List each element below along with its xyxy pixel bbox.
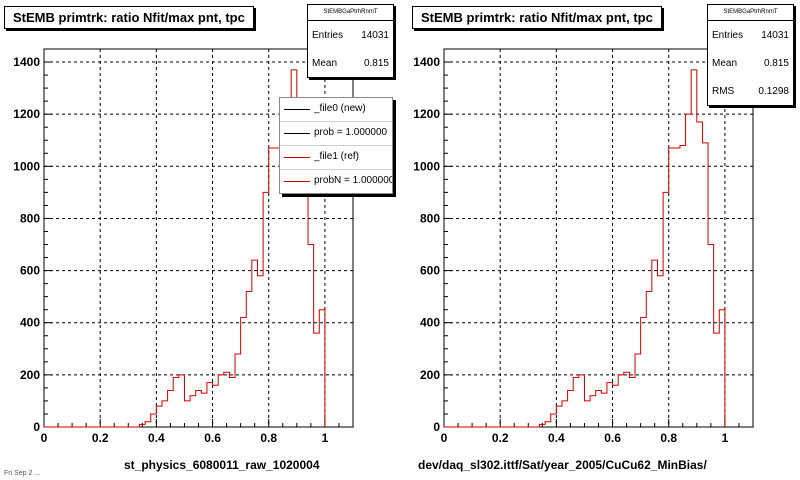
y-tick-label: 1400 bbox=[13, 55, 40, 69]
stats-row-mean: Mean 0.815 bbox=[308, 49, 393, 77]
stats-label: Mean bbox=[312, 57, 338, 69]
y-tick-label: 400 bbox=[20, 316, 40, 330]
y-tick-label: 0 bbox=[433, 420, 440, 434]
chart-title: StEMB primtrk: ratio Nfit/max pnt, tpc bbox=[412, 6, 662, 29]
legend-line-icon bbox=[284, 181, 310, 182]
footer-text: Fri Sep 2 ... bbox=[4, 470, 41, 477]
stats-value: 0.815 bbox=[763, 57, 789, 69]
legend-label: _file0 (new) bbox=[314, 103, 366, 114]
stats-box: StEMBGaPtrhRnmT Entries 14031 Mean 0.815… bbox=[707, 4, 794, 106]
x-tick-label: 0.6 bbox=[204, 431, 221, 445]
y-tick-label: 600 bbox=[420, 264, 440, 278]
y-tick-label: 400 bbox=[420, 316, 440, 330]
stats-header: StEMBGaPtrhRnmT bbox=[708, 5, 793, 21]
y-tick-label: 1000 bbox=[413, 159, 440, 173]
x-tick-label: 0.8 bbox=[260, 431, 277, 445]
legend-line-icon bbox=[284, 109, 310, 110]
x-tick-label: 0.2 bbox=[92, 431, 109, 445]
stats-row-entries: Entries 14031 bbox=[708, 21, 793, 49]
stats-value: 14031 bbox=[361, 29, 389, 41]
stats-row-rms: RMS 0.1298 bbox=[708, 77, 793, 105]
y-tick-label: 800 bbox=[20, 211, 40, 225]
histogram-series-ref bbox=[444, 69, 726, 428]
legend-label: _file1 (ref) bbox=[314, 151, 360, 162]
stats-label: Entries bbox=[312, 29, 344, 41]
stats-box: StEMBGaPtrhRnmT Entries 14031 Mean 0.815 bbox=[307, 4, 394, 78]
histogram-pad-left: 0 0.2 0.4 0.6 0.8 1 0 200 400 600 800 1000 1200 1400 … bbox=[4, 4, 394, 472]
stats-label: Entries bbox=[712, 29, 744, 41]
legend-entry-new: _file0 (new) bbox=[280, 98, 392, 122]
stats-value: 0.1298 bbox=[758, 85, 789, 97]
y-tick-label: 200 bbox=[420, 368, 440, 382]
histogram-plot-right: 0 0.2 0.4 0.6 0.8 1 0 200 400 600 800 1000 1200 1400 bbox=[413, 48, 754, 445]
legend-line-icon bbox=[284, 133, 310, 134]
legend-entry-prob: prob = 1.000000 bbox=[280, 122, 392, 146]
stats-label: RMS bbox=[712, 85, 735, 97]
stats-label: Mean bbox=[712, 57, 738, 69]
y-tick-label: 1400 bbox=[413, 55, 440, 69]
x-axis-label: dev/daq_sl302.ittf/Sat/year_2005/CuCu62_… bbox=[418, 458, 707, 472]
x-tick-label: 0.4 bbox=[148, 431, 165, 445]
legend-label: prob = 1.000000 bbox=[314, 127, 388, 138]
x-tick-label: 1 bbox=[322, 431, 329, 445]
y-tick-label: 600 bbox=[20, 264, 40, 278]
chart-title: StEMB primtrk: ratio Nfit/max pnt, tpc bbox=[4, 6, 254, 29]
histogram-pad-right: 0 0.2 0.4 0.6 0.8 1 0 200 400 600 800 1000 1200 1400 … bbox=[400, 0, 800, 480]
stats-row-entries: Entries 14031 bbox=[308, 21, 393, 49]
stats-value: 14031 bbox=[761, 29, 789, 41]
x-axis-label: st_physics_6080011_raw_1020004 bbox=[124, 458, 320, 472]
x-tick-label: 0.8 bbox=[660, 431, 677, 445]
legend: _file0 (new) prob = 1.000000 _file1 (ref… bbox=[279, 97, 393, 194]
y-tick-label: 800 bbox=[420, 211, 440, 225]
x-tick-label: 0.6 bbox=[604, 431, 621, 445]
legend-line-icon bbox=[284, 157, 310, 158]
y-tick-label: 1000 bbox=[13, 159, 40, 173]
x-tick-label: 0.2 bbox=[492, 431, 509, 445]
stats-header: StEMBGaPtrhRnmT bbox=[308, 5, 393, 21]
legend-entry-ref: _file1 (ref) bbox=[280, 146, 392, 170]
y-tick-label: 0 bbox=[33, 420, 40, 434]
y-tick-label: 200 bbox=[20, 368, 40, 382]
histogram-plot-left: 0 0.2 0.4 0.6 0.8 1 0 200 400 600 800 1000 1200 1400 bbox=[13, 48, 354, 445]
x-tick-label: 0 bbox=[41, 431, 48, 445]
stats-row-mean: Mean 0.815 bbox=[708, 49, 793, 77]
x-tick-label: 1 bbox=[722, 431, 729, 445]
legend-label: probN = 1.000000 bbox=[314, 175, 393, 186]
x-tick-label: 0.4 bbox=[548, 431, 565, 445]
legend-entry-probn: probN = 1.000000 bbox=[280, 170, 392, 193]
stats-value: 0.815 bbox=[363, 57, 389, 69]
x-tick-label: 0 bbox=[441, 431, 448, 445]
y-tick-label: 1200 bbox=[413, 107, 440, 121]
y-tick-label: 1200 bbox=[13, 107, 40, 121]
